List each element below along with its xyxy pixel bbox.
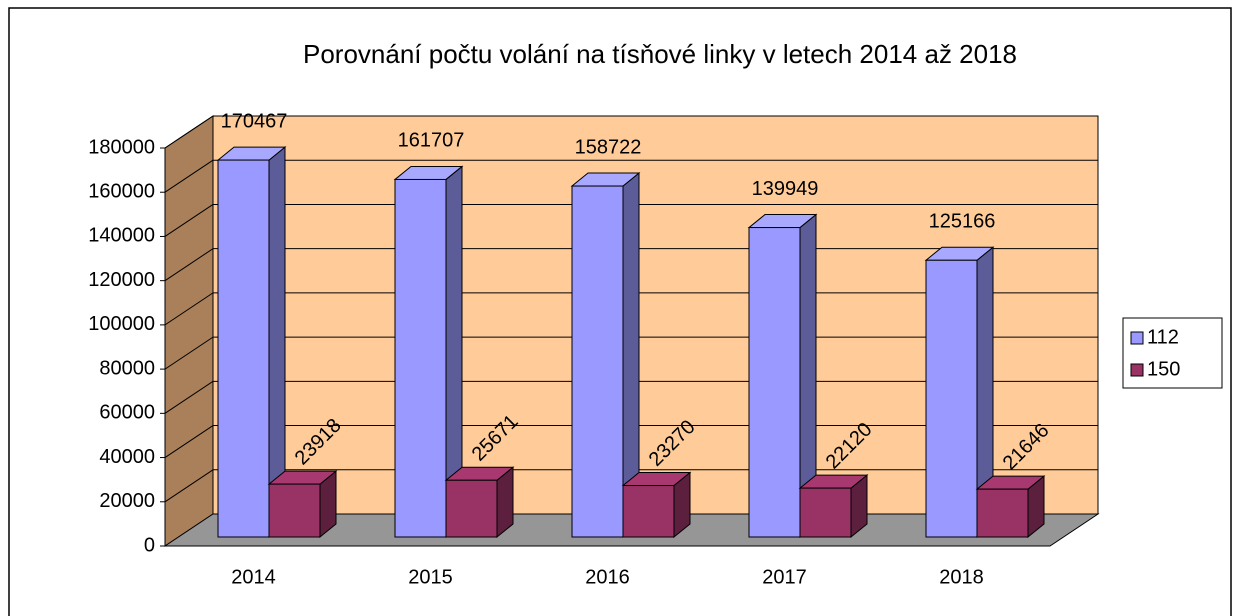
data-label: 139949 <box>752 178 819 200</box>
y-tick-label: 80000 <box>99 357 155 379</box>
legend-label: 150 <box>1147 358 1180 380</box>
x-tick-label: 2017 <box>762 566 807 588</box>
grid-line <box>164 159 214 193</box>
grid-line <box>164 425 214 458</box>
bar <box>976 488 1029 538</box>
y-tick-label: 120000 <box>88 269 155 291</box>
y-tick-label: 40000 <box>99 446 155 468</box>
y-tick-label: 140000 <box>88 225 155 247</box>
x-tick-label: 2018 <box>939 566 984 588</box>
x-tick-label: 2015 <box>408 566 453 588</box>
y-tick-label: 180000 <box>88 136 155 158</box>
bar <box>799 487 852 538</box>
grid-line <box>164 469 214 503</box>
bar <box>622 485 675 538</box>
data-label: 161707 <box>398 130 465 152</box>
data-label: 125166 <box>929 211 996 233</box>
grid-line <box>164 248 214 282</box>
legend-swatch <box>1130 363 1144 377</box>
bar <box>217 159 270 538</box>
grid-line <box>164 292 214 326</box>
bar <box>571 185 624 538</box>
grid-line <box>164 204 214 237</box>
legend-swatch <box>1130 331 1144 345</box>
bar <box>748 227 801 538</box>
legend-label: 112 <box>1147 326 1179 348</box>
bar <box>268 483 321 538</box>
y-tick-label: 60000 <box>99 402 155 424</box>
y-tick-label: 0 <box>144 534 155 556</box>
chart-title: Porovnání počtu volání na tísňové linky … <box>303 39 1017 69</box>
x-tick-label: 2016 <box>585 566 630 588</box>
grid-line <box>164 380 214 414</box>
grid-line <box>164 115 214 149</box>
bar <box>394 178 447 538</box>
y-tick-label: 160000 <box>88 181 155 203</box>
bar <box>925 259 978 538</box>
x-tick-label: 2014 <box>231 566 276 588</box>
data-label: 170467 <box>221 110 288 132</box>
y-tick-label: 100000 <box>88 313 155 335</box>
y-tick-label: 20000 <box>99 490 155 512</box>
grid-line <box>164 336 214 370</box>
data-label: 158722 <box>575 136 642 158</box>
bar <box>445 479 498 538</box>
left-wall <box>164 115 214 547</box>
